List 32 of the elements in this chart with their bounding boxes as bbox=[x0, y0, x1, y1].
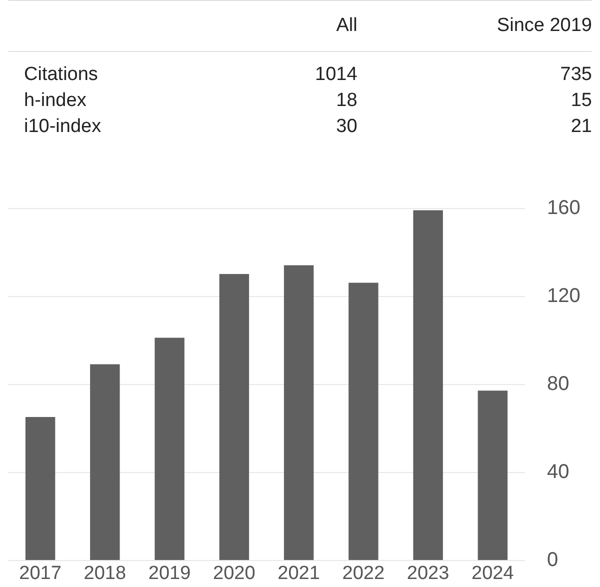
x-tick-label: 2024 bbox=[472, 563, 514, 584]
x-tick-label: 2021 bbox=[278, 563, 320, 584]
text: Since 2019 bbox=[496, 14, 592, 38]
bar bbox=[25, 417, 56, 560]
category-label: h-index bbox=[23, 89, 88, 113]
y-tick-label: 160 bbox=[547, 197, 580, 219]
data-label: 735 bbox=[559, 63, 592, 87]
category-label: Citations bbox=[23, 63, 99, 87]
y-tick-label: 0 bbox=[547, 549, 558, 571]
category-label: i10-index bbox=[23, 115, 102, 139]
bar bbox=[478, 390, 508, 560]
bar bbox=[219, 274, 250, 560]
data-label: 18 bbox=[335, 89, 358, 113]
x-tick-label: 2017 bbox=[19, 563, 62, 584]
data-label: 21 bbox=[570, 115, 592, 139]
x-tick-label: 2018 bbox=[84, 563, 126, 584]
x-tick-label: 2023 bbox=[406, 563, 450, 584]
y-tick-label: 40 bbox=[547, 461, 570, 483]
bar bbox=[90, 364, 120, 560]
y-tick-label: 80 bbox=[547, 373, 570, 395]
bar bbox=[284, 265, 314, 560]
bar bbox=[154, 338, 184, 560]
bar bbox=[348, 282, 378, 560]
text: All bbox=[335, 14, 358, 38]
y-tick-label: 120 bbox=[547, 285, 580, 307]
x-tick-label: 2020 bbox=[213, 563, 256, 584]
bar bbox=[413, 210, 443, 560]
x-tick-label: 2022 bbox=[342, 563, 385, 584]
data-label: 1014 bbox=[314, 63, 358, 87]
x-tick-label: 2019 bbox=[148, 563, 191, 584]
data-label: 30 bbox=[335, 115, 358, 139]
data-label: 15 bbox=[570, 89, 592, 113]
